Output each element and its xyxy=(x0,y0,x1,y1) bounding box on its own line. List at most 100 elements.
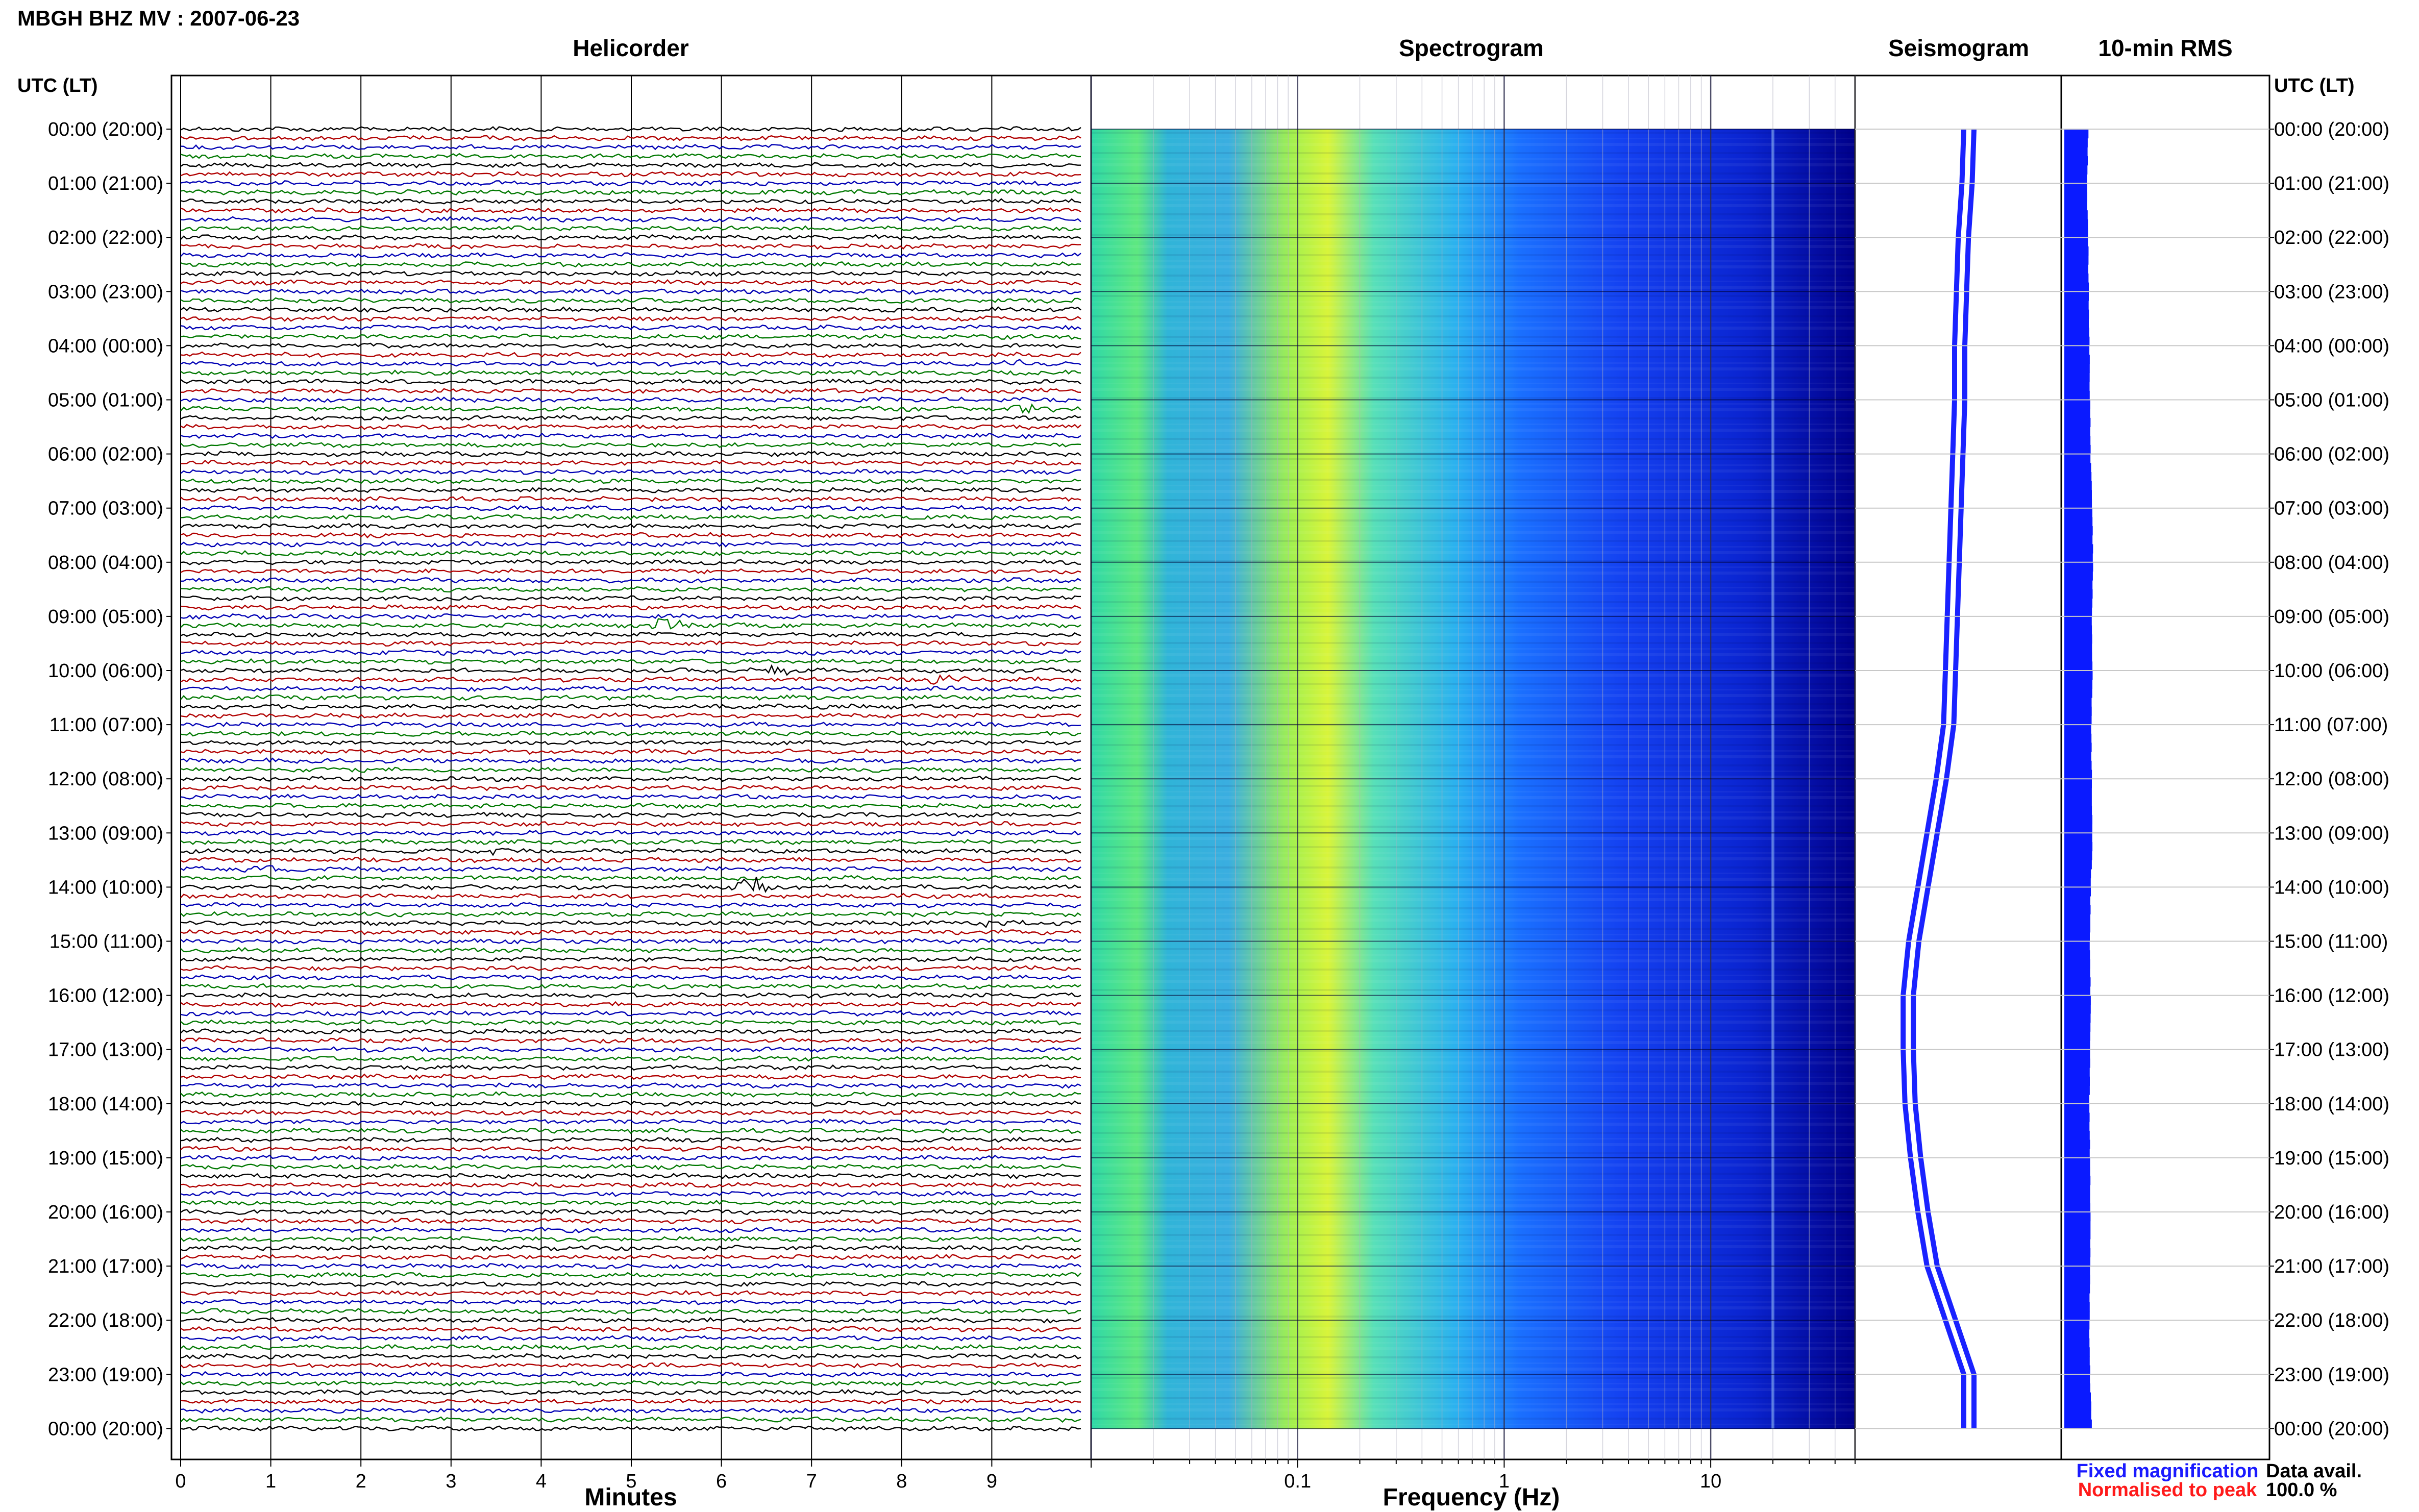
rms-bar xyxy=(2064,616,2092,626)
helicorder-trace xyxy=(180,297,1081,304)
rms-bar xyxy=(2064,869,2091,879)
time-label-right: 18:00 (14:00) xyxy=(2274,1094,2389,1115)
spectrogram-x-tick-label: 0.1 xyxy=(1284,1471,1311,1492)
rms-bar xyxy=(2064,1230,2091,1240)
helicorder-trace xyxy=(180,1290,1081,1297)
rms-bar xyxy=(2064,373,2090,382)
helicorder-trace xyxy=(180,1163,1081,1171)
rms-bar xyxy=(2064,688,2092,698)
helicorder-x-tick-label: 9 xyxy=(986,1471,997,1492)
helicorder-x-tick-label: 8 xyxy=(896,1471,907,1492)
helicorder-trace xyxy=(180,1127,1081,1134)
rms-bar xyxy=(2064,336,2090,346)
rms-bar xyxy=(2064,1401,2091,1411)
helicorder-trace xyxy=(180,920,1081,928)
rms-bar xyxy=(2064,355,2090,364)
helicorder-trace xyxy=(180,721,1081,728)
helicorder-trace xyxy=(180,487,1081,493)
helicorder-trace xyxy=(180,821,1081,828)
rms-bar xyxy=(2064,300,2089,310)
time-label-right: 07:00 (03:00) xyxy=(2274,498,2389,519)
rms-bar xyxy=(2064,814,2092,825)
time-label-right: 03:00 (23:00) xyxy=(2274,281,2389,303)
helicorder-trace xyxy=(180,1371,1081,1378)
helicorder-trace xyxy=(180,1398,1081,1405)
helicorder-trace xyxy=(180,1181,1081,1188)
helicorder-trace xyxy=(181,387,1081,394)
helicorder-trace xyxy=(180,586,1081,593)
helicorder-traces xyxy=(180,126,1081,1432)
rms-bar xyxy=(2064,833,2092,842)
time-label-left: 07:00 (03:00) xyxy=(48,498,163,519)
time-label-left: 20:00 (16:00) xyxy=(48,1202,163,1223)
rms-bar xyxy=(2064,1167,2090,1176)
time-label-left: 04:00 (00:00) xyxy=(48,335,163,357)
rms-bar xyxy=(2064,887,2091,897)
helicorder-trace xyxy=(180,974,1081,981)
rms-bar xyxy=(2064,932,2090,941)
rms-bar xyxy=(2064,526,2093,536)
rms-bar xyxy=(2064,841,2093,852)
rms-bar xyxy=(2064,517,2093,527)
helicorder-trace xyxy=(180,523,1081,530)
rms-bar xyxy=(2064,860,2092,870)
time-label-right: 20:00 (16:00) xyxy=(2274,1202,2389,1223)
time-label-right: 12:00 (08:00) xyxy=(2274,769,2389,790)
helicorder-trace xyxy=(180,414,1081,422)
rms-bar xyxy=(2064,463,2091,473)
helicorder-trace xyxy=(180,1064,1081,1071)
time-labels: 00:00 (20:00) 00:00 (20:00) 01:00 (21:00) 0… xyxy=(48,119,2389,1440)
helicorder-trace xyxy=(180,1091,1081,1098)
helicorder-trace xyxy=(180,776,1081,782)
helicorder-trace xyxy=(180,153,1081,160)
utc-right-header: UTC (LT) xyxy=(2274,75,2355,96)
time-label-right: 01:00 (21:00) xyxy=(2274,173,2389,194)
helicorder-trace xyxy=(180,1037,1081,1044)
helicorder-trace xyxy=(180,1389,1081,1396)
time-label-right: 15:00 (11:00) xyxy=(2274,931,2388,953)
helicorder-trace xyxy=(180,1218,1081,1224)
helicorder-trace xyxy=(180,1353,1081,1360)
rms-bar xyxy=(2064,201,2087,211)
helicorder-trace xyxy=(180,162,1081,169)
rms-bar xyxy=(2064,1320,2090,1330)
rms-bar xyxy=(2064,914,2090,924)
helicorder-x-tick-label: 1 xyxy=(265,1471,276,1492)
rms-bar xyxy=(2064,950,2090,960)
helicorder-trace xyxy=(180,794,1081,800)
helicorder-trace xyxy=(180,802,1081,809)
rms-bar xyxy=(2064,977,2091,987)
rms-bar xyxy=(2064,562,2093,572)
rms-bar xyxy=(2064,210,2088,220)
rms-bar xyxy=(2064,733,2092,743)
time-label-right: 13:00 (09:00) xyxy=(2274,823,2389,844)
helicorder-x-tick-label: 2 xyxy=(356,1471,366,1492)
rms-bar xyxy=(2064,138,2088,147)
helicorder-trace xyxy=(180,225,1081,232)
rms-bar xyxy=(2064,1058,2090,1068)
rms-bar xyxy=(2064,427,2090,436)
rms-bar xyxy=(2064,607,2092,617)
rms-bar xyxy=(2064,309,2089,319)
helicorder-trace xyxy=(180,830,1081,836)
rms-bar xyxy=(2064,1347,2090,1357)
rms-bar xyxy=(2064,725,2091,734)
helicorder-trace xyxy=(180,1227,1081,1233)
rms-bar xyxy=(2064,454,2091,463)
helicorder-trace xyxy=(180,369,1081,376)
helicorder-trace xyxy=(180,207,1081,214)
helicorder-trace xyxy=(180,234,1081,241)
time-label-left: 11:00 (07:00) xyxy=(50,714,163,736)
spectrogram-title: Spectrogram xyxy=(1399,35,1544,61)
helicorder-trace xyxy=(180,1335,1081,1342)
time-label-left: 13:00 (09:00) xyxy=(48,823,163,844)
time-label-right: 11:00 (07:00) xyxy=(2274,714,2388,736)
rms-bar xyxy=(2064,1103,2090,1113)
helicorder-trace xyxy=(180,532,1081,539)
helicorder-trace xyxy=(180,1362,1081,1369)
rms-bar xyxy=(2064,770,2092,779)
helicorder-trace xyxy=(180,877,1081,893)
rms-bar xyxy=(2064,282,2089,292)
time-label-right: 14:00 (10:00) xyxy=(2274,877,2389,898)
rms-bar xyxy=(2064,1130,2090,1141)
